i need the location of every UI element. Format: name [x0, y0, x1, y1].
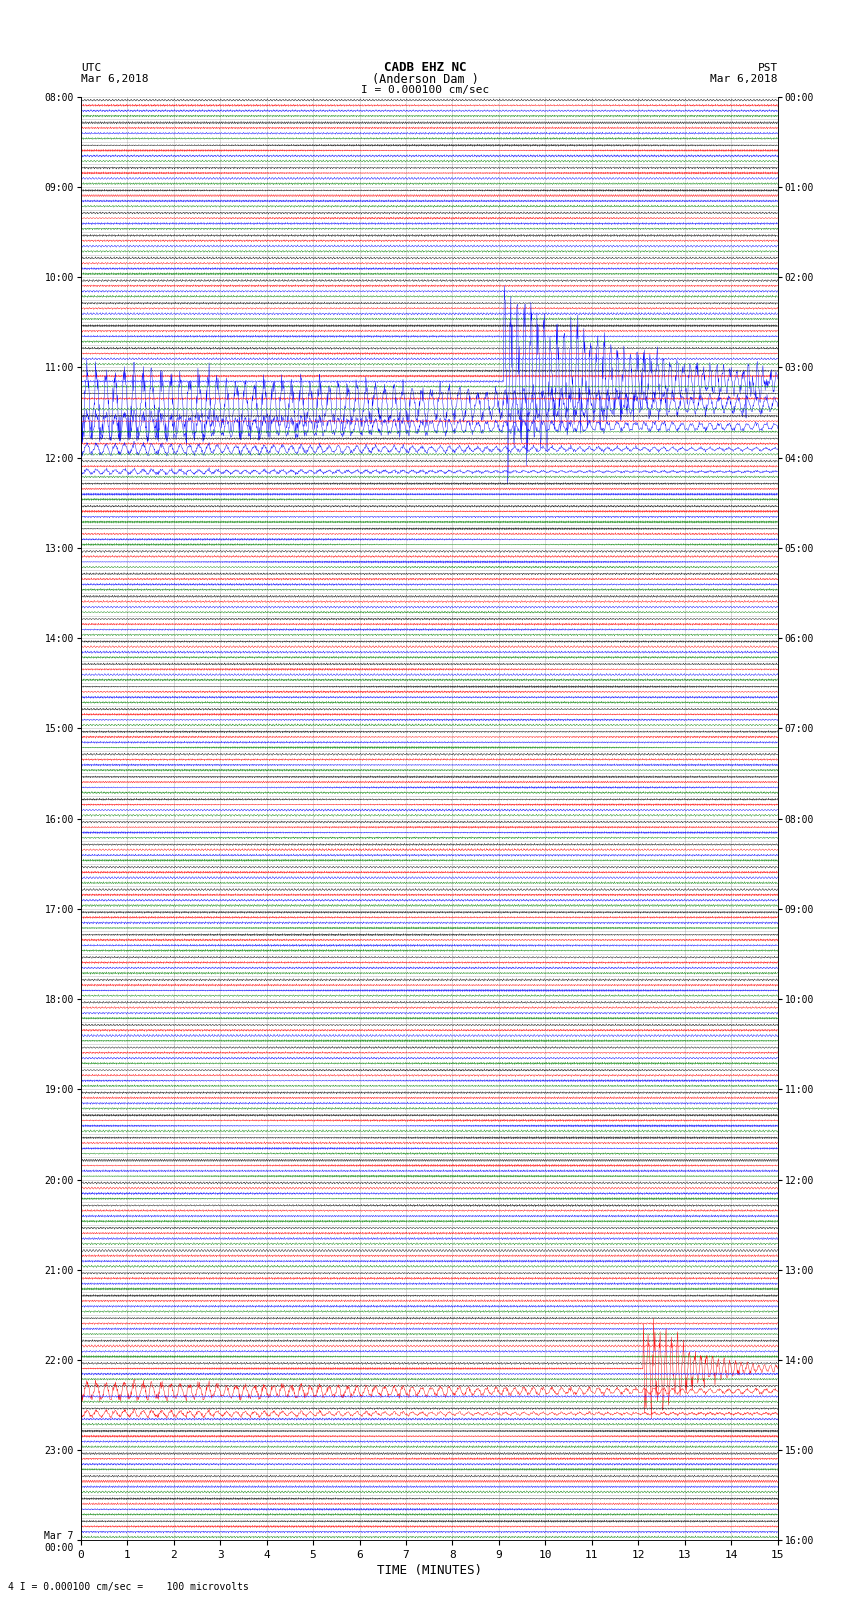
Text: Mar 6,2018: Mar 6,2018: [711, 74, 778, 84]
X-axis label: TIME (MINUTES): TIME (MINUTES): [377, 1565, 482, 1578]
Text: I = 0.000100 cm/sec: I = 0.000100 cm/sec: [361, 85, 489, 95]
Text: UTC: UTC: [81, 63, 101, 73]
Text: CADB EHZ NC: CADB EHZ NC: [383, 61, 467, 74]
Text: PST: PST: [757, 63, 778, 73]
Text: 4 I = 0.000100 cm/sec =    100 microvolts: 4 I = 0.000100 cm/sec = 100 microvolts: [8, 1582, 249, 1592]
Text: (Anderson Dam ): (Anderson Dam ): [371, 73, 479, 85]
Text: Mar 6,2018: Mar 6,2018: [81, 74, 148, 84]
